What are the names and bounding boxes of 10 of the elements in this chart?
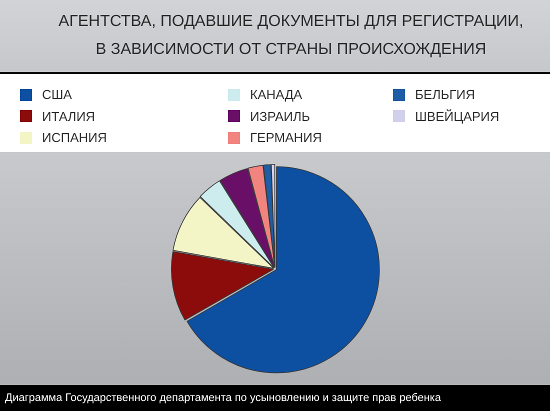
legend-label: ГЕРМАНИЯ (250, 130, 322, 146)
text: Диаграмма Государственного департамента по усыновлению и защите прав ребенка (5, 392, 441, 404)
legend-label: КАНАДА (250, 87, 302, 102)
chart-title: АГЕНТСТВА, ПОДАВШИЕ ДОКУМЕНТЫ ДЛЯ РЕГИСТРАЦИИ, В ЗАВИСИМОСТИ ОТ СТРАНЫ ПРОИСХОЖДЕНИЯ (58, 12, 524, 60)
legend-label: США (42, 87, 72, 102)
legend-label: БЕЛЬГИЯ (415, 87, 476, 102)
legend-label: ИТАЛИЯ (42, 108, 96, 124)
legend-label: ИСПАНИЯ (42, 130, 107, 146)
legend-label: ИЗРАИЛЬ (250, 108, 310, 124)
legend-label: ШВЕЙЦАРИЯ (415, 108, 500, 124)
